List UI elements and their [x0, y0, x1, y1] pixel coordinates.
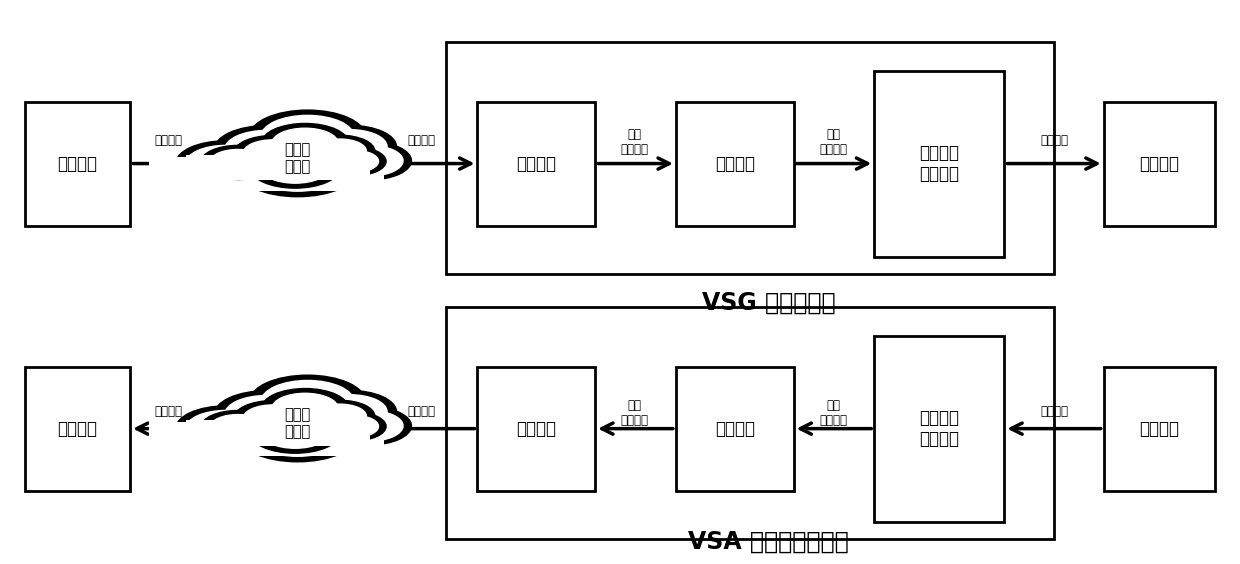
- Bar: [874, 70, 1004, 257]
- Circle shape: [176, 406, 275, 451]
- Text: VSG 矢量信号源: VSG 矢量信号源: [702, 290, 836, 315]
- Text: 云计算
云存储: 云计算 云存储: [284, 142, 311, 174]
- Circle shape: [303, 390, 397, 433]
- Circle shape: [260, 417, 330, 448]
- Text: 射频信号: 射频信号: [1040, 134, 1068, 148]
- Text: 基带
数字信号: 基带 数字信号: [621, 128, 649, 156]
- Text: 基带
模拟信号: 基带 模拟信号: [820, 128, 847, 156]
- Circle shape: [262, 381, 353, 422]
- Circle shape: [176, 141, 275, 186]
- Text: 模数转换: 模数转换: [714, 420, 755, 438]
- Circle shape: [305, 400, 374, 432]
- Text: 射频信号: 射频信号: [1040, 405, 1068, 418]
- Circle shape: [233, 400, 312, 437]
- Circle shape: [243, 140, 303, 167]
- Circle shape: [215, 126, 319, 173]
- Text: 数据接口: 数据接口: [516, 420, 557, 438]
- Text: 信号数据: 信号数据: [408, 134, 435, 148]
- Circle shape: [272, 393, 339, 424]
- Circle shape: [201, 146, 275, 179]
- Circle shape: [262, 124, 348, 163]
- Circle shape: [314, 404, 366, 428]
- Circle shape: [305, 135, 374, 167]
- Circle shape: [210, 415, 267, 440]
- Text: 被测设备: 被测设备: [1140, 420, 1179, 438]
- Bar: [186, 155, 370, 180]
- Circle shape: [210, 149, 267, 175]
- Circle shape: [327, 142, 412, 180]
- Text: 被测设备: 被测设备: [1140, 155, 1179, 173]
- Bar: [149, 157, 384, 191]
- Circle shape: [237, 407, 358, 462]
- Bar: [446, 42, 1054, 274]
- Circle shape: [260, 152, 330, 183]
- Circle shape: [324, 412, 386, 440]
- Circle shape: [224, 395, 309, 434]
- Circle shape: [215, 391, 319, 438]
- Circle shape: [233, 135, 312, 171]
- Text: 信号配置: 信号配置: [155, 134, 182, 148]
- Circle shape: [314, 139, 366, 163]
- Circle shape: [186, 411, 265, 447]
- Circle shape: [324, 147, 386, 175]
- Circle shape: [336, 146, 403, 176]
- Bar: [25, 367, 130, 491]
- Bar: [149, 422, 384, 456]
- Circle shape: [336, 411, 403, 441]
- Circle shape: [331, 151, 378, 172]
- Text: 基带
模拟信号: 基带 模拟信号: [820, 399, 847, 427]
- Bar: [186, 420, 370, 446]
- Text: 接收变频
射频处理: 接收变频 射频处理: [919, 409, 960, 448]
- Circle shape: [237, 142, 358, 197]
- Circle shape: [249, 412, 346, 456]
- Bar: [676, 102, 794, 226]
- Circle shape: [262, 116, 353, 157]
- Text: 数据接口: 数据接口: [516, 155, 557, 173]
- Text: VSA 矢量信号分析仪: VSA 矢量信号分析仪: [688, 530, 849, 554]
- Bar: [477, 367, 595, 491]
- Circle shape: [249, 110, 366, 163]
- Bar: [874, 336, 1004, 522]
- Circle shape: [312, 130, 387, 164]
- Text: 基带
数字信号: 基带 数字信号: [621, 399, 649, 427]
- Bar: [477, 102, 595, 226]
- Bar: [1104, 102, 1215, 226]
- Text: 测试人员: 测试人员: [57, 155, 98, 173]
- Circle shape: [186, 146, 265, 182]
- Circle shape: [327, 407, 412, 445]
- Circle shape: [249, 147, 341, 188]
- Circle shape: [262, 389, 348, 428]
- Bar: [1104, 367, 1215, 491]
- Bar: [446, 307, 1054, 539]
- Text: 数模转换: 数模转换: [714, 155, 755, 173]
- Text: 云计算
云存储: 云计算 云存储: [284, 407, 311, 439]
- Circle shape: [272, 128, 339, 158]
- Bar: [25, 102, 130, 226]
- Circle shape: [249, 147, 346, 191]
- Circle shape: [331, 416, 378, 437]
- Circle shape: [224, 130, 309, 169]
- Text: 发射变频
射频处理: 发射变频 射频处理: [919, 144, 960, 183]
- Circle shape: [243, 405, 303, 432]
- Text: 测量结果: 测量结果: [155, 405, 182, 418]
- Bar: [676, 367, 794, 491]
- Circle shape: [201, 411, 275, 444]
- Circle shape: [303, 125, 397, 168]
- Circle shape: [249, 412, 341, 453]
- Text: 信号数据: 信号数据: [408, 405, 435, 418]
- Circle shape: [249, 375, 366, 428]
- Text: 测试人员: 测试人员: [57, 420, 98, 438]
- Circle shape: [312, 395, 387, 429]
